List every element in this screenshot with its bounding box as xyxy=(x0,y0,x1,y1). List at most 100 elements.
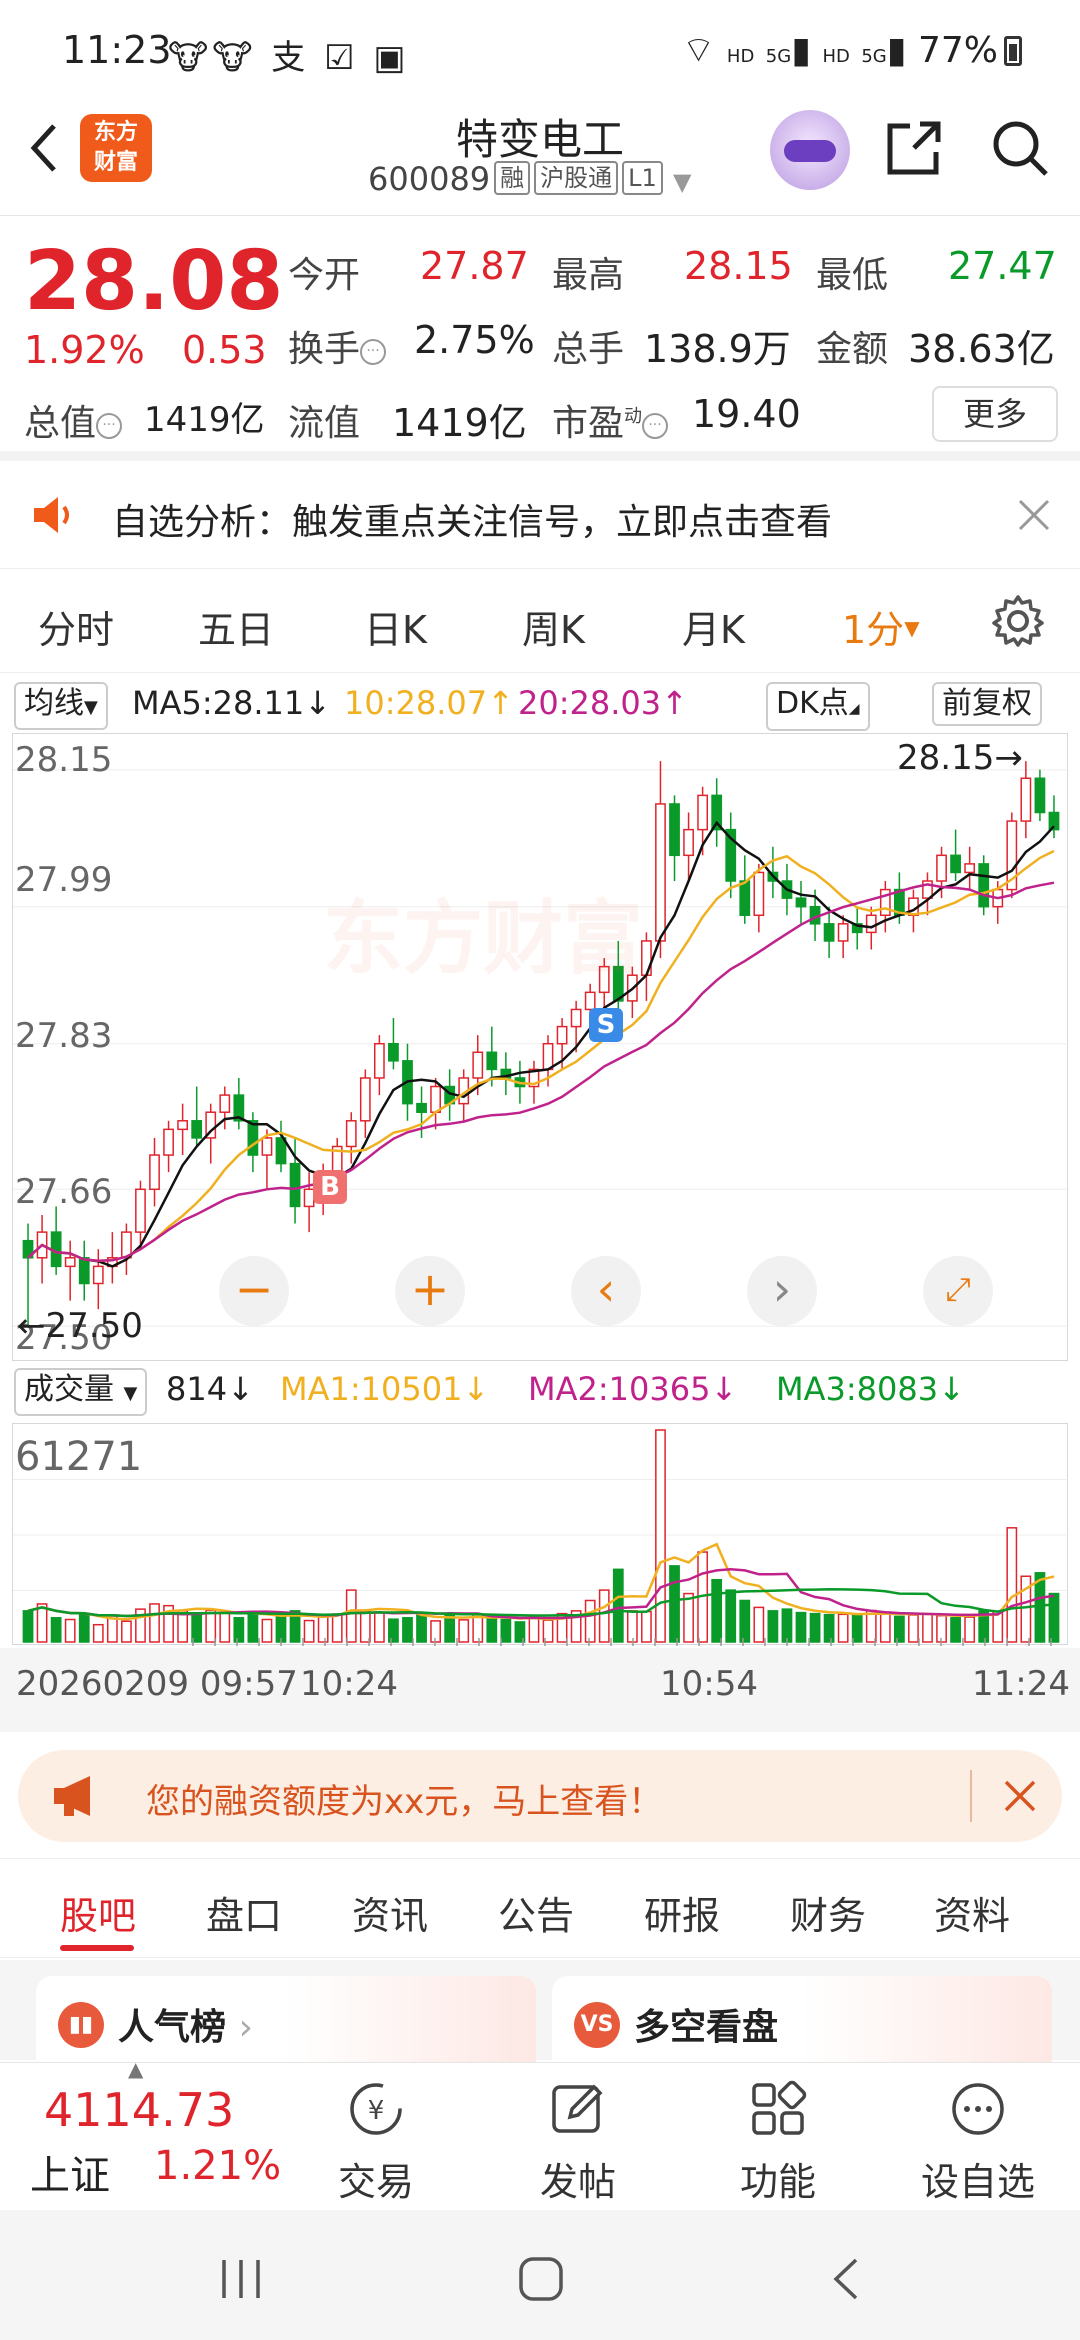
candle xyxy=(177,1120,189,1131)
candle xyxy=(233,1094,245,1122)
post-label: 发帖 xyxy=(539,2160,616,2204)
ma-selector[interactable]: 均线▼ xyxy=(14,682,108,730)
add-watchlist-button[interactable]: 设自选 xyxy=(908,2079,1048,2206)
back-icon[interactable] xyxy=(822,2254,872,2304)
volume-svg xyxy=(13,1429,1069,1646)
candle xyxy=(388,1042,399,1062)
recent-apps-icon[interactable] xyxy=(216,2254,266,2304)
vol-ma2-text: MA2:10365 xyxy=(528,1370,711,1408)
candle xyxy=(739,880,751,917)
mktcap-label[interactable]: 总值 ··· xyxy=(24,394,123,446)
share-icon[interactable] xyxy=(884,118,944,178)
features-label: 功能 xyxy=(739,2160,816,2204)
volume-bar xyxy=(289,1610,301,1643)
margin-ad-text: 您的融资额度为xx元，马上查看！ xyxy=(146,1782,663,1822)
signal-icon-1: ▮ xyxy=(791,30,811,71)
volume-chart[interactable]: 61271 xyxy=(12,1423,1069,1646)
analysis-notice[interactable]: 自选分析：触发重点关注信号，立即点击查看 xyxy=(0,461,1080,569)
chart-period-tabs: 分时 五日 日K 周K 月K 1分▼ xyxy=(0,569,1080,673)
vol-ma2: MA2:10365↓ xyxy=(528,1370,738,1408)
volume-selector[interactable]: 成交量 ▼ xyxy=(14,1368,148,1416)
kline-chart[interactable]: 28.15 27.99 27.83 27.66 27.50 28.15→ ←27… xyxy=(12,733,1069,1361)
pe-label[interactable]: 市盈动 ··· xyxy=(552,394,669,446)
sell-marker[interactable]: S xyxy=(589,1008,623,1042)
logo-line2: 财富 xyxy=(93,150,138,175)
speaker-icon xyxy=(34,497,69,533)
vol-ma3-text: MA3:8083 xyxy=(776,1370,939,1408)
low-marker: ←27.50 xyxy=(17,1306,143,1346)
settings-gear-icon[interactable] xyxy=(990,593,1046,649)
tab-forum[interactable]: 股吧 xyxy=(60,1894,137,1938)
popularity-title-text: 人气榜 xyxy=(118,2007,227,2048)
long-short-title: 多空看盘 xyxy=(634,2007,779,2048)
ma10-value: 10:28.07↑ xyxy=(344,684,514,722)
tab-news[interactable]: 资讯 xyxy=(352,1894,429,1938)
long-short-card[interactable]: VS 多空看盘 xyxy=(552,1976,1052,2076)
candle xyxy=(711,794,723,831)
tab-intraday[interactable]: 分时 xyxy=(38,608,115,652)
tab-finance[interactable]: 财务 xyxy=(790,1894,867,1938)
search-icon[interactable] xyxy=(988,116,1052,180)
signal-icon-2: ▮ xyxy=(886,30,907,71)
zoom-in-button[interactable]: + xyxy=(395,1256,465,1326)
float-value: 1419亿 xyxy=(392,401,527,445)
ma5-value: MA5:28.11↓ xyxy=(132,684,332,722)
trade-button[interactable]: ¥ 交易 xyxy=(306,2079,446,2206)
volume-bar xyxy=(570,1610,582,1643)
tab-announcements[interactable]: 公告 xyxy=(498,1894,575,1938)
candle xyxy=(219,1094,231,1113)
buy-marker[interactable]: B xyxy=(313,1170,347,1204)
volume-bar xyxy=(893,1615,905,1643)
zoom-out-button[interactable]: − xyxy=(219,1256,289,1326)
stock-code-row[interactable]: 600089 融沪股通 L1 ▼ xyxy=(368,160,691,198)
scroll-left-button[interactable]: ‹ xyxy=(571,1256,641,1326)
megaphone-icon xyxy=(54,1776,90,1816)
popularity-card[interactable]: ▮▮ 人气榜 › xyxy=(36,1976,536,2076)
low-marker-text: 27.50 xyxy=(45,1306,143,1346)
volume-bar xyxy=(584,1599,596,1643)
network-hd1: HD xyxy=(726,46,755,67)
dk-point-button[interactable]: DK点◢ xyxy=(766,682,870,731)
candle xyxy=(556,1025,568,1045)
home-icon[interactable] xyxy=(516,2254,566,2304)
turnover-value: 2.75% xyxy=(414,318,535,362)
volume-bar xyxy=(739,1599,751,1643)
dropdown-triangle-icon: ▼ xyxy=(84,697,98,718)
dropdown-triangle-icon: ▼ xyxy=(672,168,692,196)
more-button[interactable]: 更多 xyxy=(932,386,1058,442)
turnover-label[interactable]: 换手 ··· xyxy=(288,320,387,372)
tab-weekly-k[interactable]: 周K xyxy=(522,608,585,652)
bottom-toolbar: ▲ 4114.73 上证 1.21% ¥ 交易 发帖 功能 设自选 xyxy=(0,2057,1080,2211)
tab-order-book[interactable]: 盘口 xyxy=(206,1894,283,1938)
volume-bar xyxy=(781,1608,793,1643)
fullscreen-icon[interactable]: ⤢ xyxy=(923,1256,993,1326)
candle xyxy=(64,1257,76,1268)
features-button[interactable]: 功能 xyxy=(708,2079,848,2206)
tab-five-day[interactable]: 五日 xyxy=(198,608,275,652)
tab-profile[interactable]: 资料 xyxy=(934,1894,1011,1938)
index-ticker[interactable]: ▲ 4114.73 上证 1.21% xyxy=(20,2057,281,2211)
open-value: 27.87 xyxy=(420,244,529,288)
volume-bar xyxy=(514,1621,526,1643)
candle xyxy=(1006,820,1018,891)
vol-ma3: MA3:8083↓ xyxy=(776,1370,965,1408)
back-arrow-icon[interactable] xyxy=(22,118,72,178)
margin-financing-banner[interactable]: 您的融资额度为xx元，马上查看！ xyxy=(18,1750,1062,1842)
tab-1min[interactable]: 1分▼ xyxy=(842,599,920,654)
tab-monthly-k[interactable]: 月K xyxy=(682,608,745,652)
adjust-button[interactable]: 前复权 xyxy=(932,682,1042,726)
scroll-right-button[interactable]: › xyxy=(747,1256,817,1326)
popularity-title: 人气榜 › xyxy=(118,1998,253,2050)
assistant-avatar-icon[interactable] xyxy=(770,110,850,190)
close-icon[interactable] xyxy=(1016,497,1052,533)
price-axis-label-4: 27.66 xyxy=(15,1172,113,1212)
volume-bar xyxy=(359,1610,371,1643)
post-button[interactable]: 发帖 xyxy=(508,2079,648,2206)
mktcap-label-text: 总值 xyxy=(24,403,97,444)
tab-research[interactable]: 研报 xyxy=(644,1894,721,1938)
tab-daily-k[interactable]: 日K xyxy=(364,608,427,652)
close-icon[interactable] xyxy=(1002,1778,1038,1814)
volume-current-text: 814 xyxy=(166,1370,228,1408)
tab-1min-label: 1分 xyxy=(842,608,905,652)
volume-bar xyxy=(219,1611,231,1643)
